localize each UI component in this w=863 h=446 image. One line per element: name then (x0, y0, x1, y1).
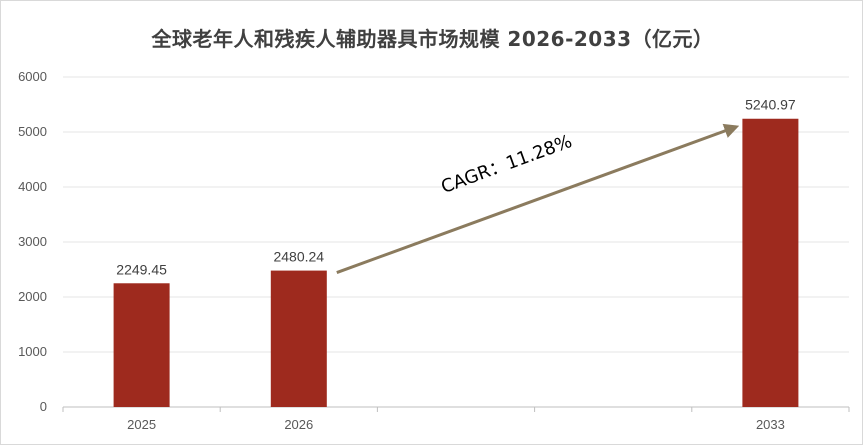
data-label: 5240.97 (745, 97, 796, 113)
y-tick-label: 0 (40, 399, 47, 414)
cagr-arrow (336, 123, 740, 274)
y-tick-label: 6000 (18, 69, 47, 84)
x-tick-label: 2033 (756, 417, 785, 432)
bar (270, 270, 327, 407)
y-tick-label: 1000 (18, 344, 47, 359)
x-tick-label: 2025 (127, 417, 156, 432)
cagr-label: CAGR：11.28% (438, 131, 575, 198)
bar (742, 118, 799, 408)
y-tick-label: 3000 (18, 234, 47, 249)
chart-title: 全球老年人和残疾人辅助器具市场规模 2026-2033（亿元） (151, 27, 714, 51)
y-tick-label: 5000 (18, 124, 47, 139)
y-tick-label: 4000 (18, 179, 47, 194)
data-label: 2480.24 (273, 249, 324, 265)
y-tick-label: 2000 (18, 289, 47, 304)
data-label: 2249.45 (116, 261, 167, 277)
x-tick-label: 2026 (284, 417, 313, 432)
bar (113, 283, 170, 407)
